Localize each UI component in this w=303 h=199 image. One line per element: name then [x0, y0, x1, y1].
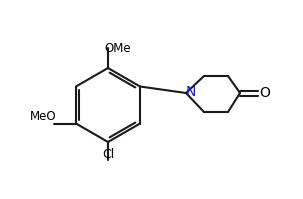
Text: Cl: Cl [102, 148, 114, 162]
Text: MeO: MeO [30, 109, 56, 123]
Text: OMe: OMe [105, 42, 131, 55]
Text: O: O [260, 86, 271, 100]
Text: N: N [186, 85, 196, 99]
